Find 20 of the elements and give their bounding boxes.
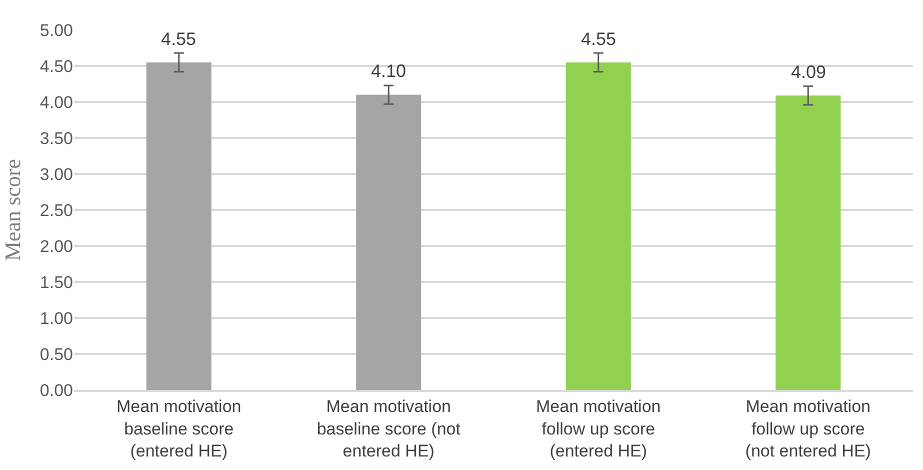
data-label: 4.09 (791, 62, 826, 82)
y-axis-title: Mean score (0, 158, 25, 262)
y-tick-label: 0.00 (40, 380, 73, 400)
y-tick-label: 3.50 (40, 128, 73, 148)
y-tick-label: 1.50 (40, 272, 73, 292)
y-tick-label: 2.00 (40, 236, 73, 256)
y-tick-label: 0.50 (40, 344, 73, 364)
x-tick-label: Mean motivation baseline score (entered HE) (116, 397, 242, 460)
data-label: 4.55 (161, 29, 196, 49)
data-label: 4.10 (371, 61, 406, 81)
y-tick-label: 2.50 (40, 200, 73, 220)
y-tick-label: 1.00 (40, 308, 73, 328)
y-tick-label: 3.00 (40, 164, 73, 184)
x-tick-label: Mean motivation follow up score (not entered HE) (745, 397, 871, 460)
y-tick-label: 4.00 (40, 92, 73, 112)
x-tick-label: Mean motivation baseline score (not entered HE) (316, 397, 461, 460)
y-tick-label: 5.00 (40, 20, 73, 40)
data-label: 4.55 (581, 29, 616, 49)
x-tick-label: Mean motivation follow up score (entered HE) (536, 397, 661, 460)
y-tick-label: 4.50 (40, 56, 73, 76)
